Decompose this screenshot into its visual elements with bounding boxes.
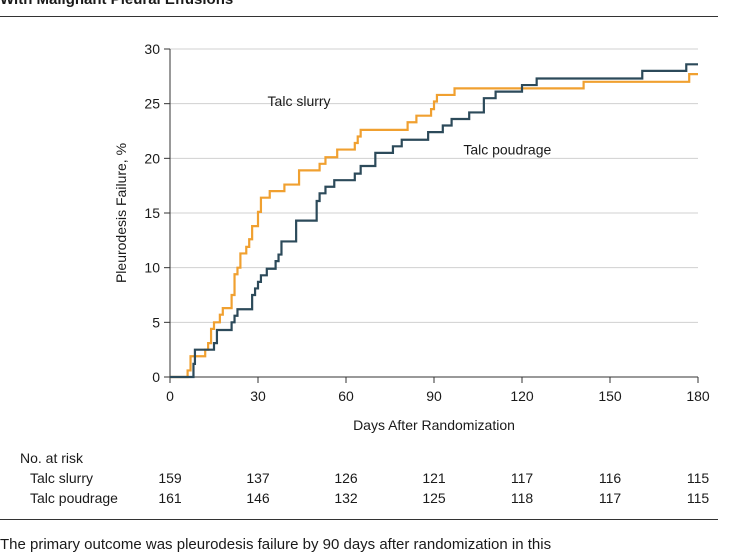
- y-tick-label: 5: [152, 314, 160, 330]
- risk-cell: 126: [334, 470, 358, 486]
- series-line-talc-poudrage: [170, 63, 698, 379]
- series-line-talc-slurry: [170, 73, 698, 379]
- y-tick-label: 30: [144, 41, 160, 57]
- y-tick-label: 20: [144, 150, 160, 166]
- series-lines: [170, 63, 698, 379]
- y-tick-label: 25: [144, 96, 160, 112]
- x-axis-label: Days After Randomization: [353, 417, 515, 433]
- top-rule: [0, 16, 718, 17]
- risk-cell: 115: [686, 490, 710, 506]
- x-tick-label: 30: [250, 388, 266, 404]
- risk-cell: 117: [510, 470, 534, 486]
- y-axis-label: Pleurodesis Failure, %: [113, 143, 129, 283]
- y-tick-label: 10: [144, 260, 160, 276]
- figure-title: With Malignant Pleural Effusions: [0, 0, 233, 8]
- risk-cell: 137: [246, 470, 270, 486]
- risk-cell: 121: [422, 470, 446, 486]
- annotation-talc-slurry: Talc slurry: [268, 93, 331, 109]
- bottom-rule: [0, 519, 718, 520]
- risk-row-label-poudrage: Talc poudrage: [30, 490, 118, 506]
- kaplan-meier-chart: 0 5 10 15 20 25 30 0 30 60 90 120 150 180 Talc slurry…: [113, 41, 710, 433]
- risk-cell: 132: [334, 490, 358, 506]
- risk-cell: 116: [598, 470, 622, 486]
- x-tick-label: 90: [426, 388, 442, 404]
- x-tick-label: 120: [510, 388, 534, 404]
- risk-table-title: No. at risk: [20, 450, 84, 466]
- x-tick-label: 150: [598, 388, 622, 404]
- risk-cell: 161: [158, 490, 182, 506]
- y-tick-label: 15: [144, 205, 160, 221]
- risk-cell: 146: [246, 490, 270, 506]
- x-tick-label: 180: [686, 388, 710, 404]
- risk-cell: 159: [158, 470, 182, 486]
- annotation-talc-poudrage: Talc poudrage: [463, 141, 551, 157]
- y-tick-label: 0: [152, 369, 160, 385]
- series-labels: Talc slurry Talc poudrage: [268, 93, 552, 157]
- risk-cell: 115: [686, 470, 710, 486]
- axes: 0 5 10 15 20 25 30 0 30 60 90 120 150 180: [144, 41, 709, 404]
- risk-cell: 117: [598, 490, 622, 506]
- gridlines: [170, 48, 698, 323]
- x-tick-label: 60: [338, 388, 354, 404]
- risk-cell: 125: [422, 490, 446, 506]
- caption-text: The primary outcome was pleurodesis fail…: [0, 536, 552, 553]
- risk-cell: 118: [510, 490, 534, 506]
- risk-row-label-slurry: Talc slurry: [30, 470, 94, 486]
- x-tick-label: 0: [166, 388, 174, 404]
